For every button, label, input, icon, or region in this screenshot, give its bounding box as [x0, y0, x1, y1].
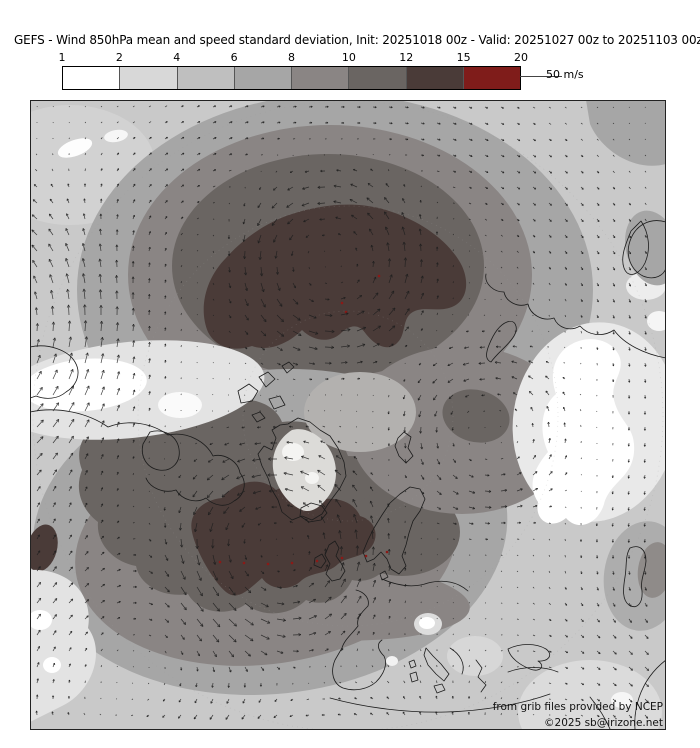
credits: from grib files provided by NCEP ©2025 s…	[493, 699, 663, 731]
stddev-shade-region	[30, 610, 52, 630]
stddev-shade-region	[532, 339, 635, 526]
coastline	[627, 220, 666, 279]
coastline	[281, 361, 295, 374]
vector-scale-label: 50 m/s	[546, 68, 584, 81]
stddev-shade-region	[158, 392, 202, 418]
colorbar-tick: 2	[115, 51, 123, 64]
graticule-circle	[32, 100, 664, 730]
stddev-max-speck	[340, 556, 344, 560]
stddev-shade-region	[611, 692, 633, 708]
stddev-shade-region	[442, 389, 510, 443]
map-canvas	[30, 100, 666, 730]
map-border	[30, 100, 666, 730]
stddev-shade-region	[419, 617, 435, 629]
graticule-circle	[137, 205, 559, 627]
coastline	[237, 383, 259, 404]
colorbar-tick: 1	[58, 51, 66, 64]
stddev-max-speck	[385, 550, 389, 554]
stddev-shade-region	[30, 358, 147, 412]
coastline	[258, 371, 276, 388]
stddev-shade-region	[104, 129, 128, 143]
stddev-shade-region	[305, 472, 319, 484]
colorbar-tick: 8	[288, 51, 295, 64]
coastline	[324, 540, 346, 582]
coastline	[313, 553, 327, 569]
stddev-shade-region	[282, 443, 304, 461]
stddev-max-speck	[242, 561, 246, 565]
stddev-max-speck	[364, 554, 368, 558]
coastline	[394, 431, 414, 464]
colorbar-segment	[233, 67, 291, 89]
coastline	[251, 411, 266, 423]
wind-vectors	[31, 105, 649, 720]
coastline	[634, 659, 666, 730]
coastline	[433, 683, 446, 694]
wind-vector-heads	[31, 105, 650, 720]
colorbar-tick: 15	[456, 51, 471, 64]
coastline	[30, 409, 245, 506]
stddev-shade-region	[30, 569, 96, 722]
coastline	[268, 395, 286, 410]
colorbar-segment	[119, 67, 177, 89]
colorbar-segment	[462, 67, 520, 89]
colorbar-segment	[63, 67, 120, 89]
stddev-max-speck	[340, 301, 344, 305]
coastline	[362, 486, 426, 575]
colorbar-tick: 12	[399, 51, 414, 64]
stddev-shade-region	[30, 524, 58, 572]
colorbar	[62, 66, 521, 90]
coastline	[485, 273, 666, 359]
colorbar-segment	[405, 67, 463, 89]
coastline	[623, 546, 647, 608]
stddev-shade-region	[43, 657, 61, 673]
coastline	[589, 696, 611, 730]
coastline	[299, 502, 328, 523]
coastline	[381, 578, 469, 592]
stddev-shade-region	[304, 372, 416, 452]
coastline	[30, 345, 79, 399]
colorbar-segment	[348, 67, 406, 89]
coastline	[622, 220, 649, 275]
stddev-shade-region	[647, 311, 666, 331]
coastline	[507, 667, 559, 673]
colorbar-segment	[176, 67, 234, 89]
stddev-shade-region	[637, 542, 666, 598]
colorbar-tick: 4	[173, 51, 181, 64]
stddev-shade-region	[191, 481, 376, 596]
stddev-max-speck	[218, 560, 222, 564]
coastline	[141, 430, 180, 471]
stddev-shade-region	[203, 204, 467, 349]
coastline	[379, 570, 389, 581]
colorbar-tick: 6	[230, 51, 238, 64]
stddev-max-speck	[377, 274, 381, 278]
coastline	[408, 659, 417, 669]
coastline	[507, 644, 551, 671]
coastline	[257, 417, 347, 521]
stddev-shade-region	[57, 138, 93, 158]
vector-scale-line	[520, 76, 562, 77]
chart-title: GEFS - Wind 850hPa mean and speed standa…	[14, 33, 700, 47]
colorbar-tick: 10	[341, 51, 356, 64]
colorbar-segment	[291, 67, 349, 89]
stddev-shade-region	[586, 100, 666, 166]
coastline	[486, 320, 517, 363]
coastline	[449, 647, 464, 675]
stddev-max-speck	[266, 562, 270, 566]
credits-copyright: ©2025 sb@irizone.net	[544, 717, 663, 729]
stddev-shade-region	[386, 656, 398, 666]
stddev-shade-region	[518, 660, 662, 730]
graticule-circle	[242, 310, 454, 522]
credits-source: from grib files provided by NCEP	[492, 701, 663, 713]
coastline	[423, 647, 450, 682]
stddev-max-speck	[290, 561, 294, 565]
stddev-max-speck	[315, 559, 319, 563]
coastline	[409, 671, 419, 683]
colorbar-tick: 20	[514, 51, 528, 64]
coastline	[329, 693, 551, 713]
coastline	[332, 589, 386, 691]
coastline	[475, 659, 487, 693]
stddev-shade-region	[447, 636, 503, 676]
